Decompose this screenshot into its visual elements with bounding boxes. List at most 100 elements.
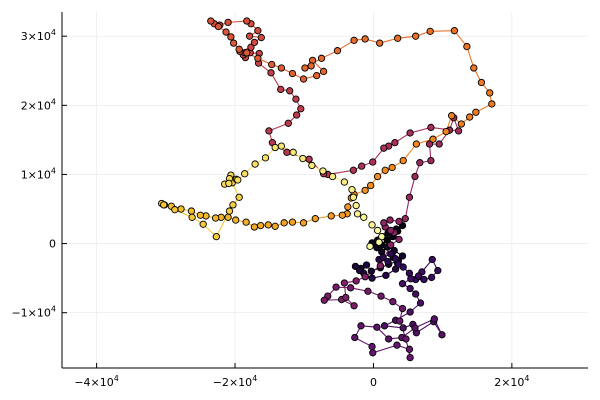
data-point [387,250,395,258]
data-point [375,238,383,246]
data-point [247,43,255,51]
data-point [385,335,393,343]
data-point [317,54,326,62]
data-point [271,143,279,152]
data-point [284,119,292,127]
data-point [243,49,251,57]
data-point [411,172,419,181]
data-point [448,112,456,120]
data-point [225,207,234,215]
data-point [277,85,285,94]
data-point [232,216,240,224]
data-point [188,213,196,221]
data-point [369,349,377,357]
data-point [235,45,243,53]
data-point [405,345,414,353]
data-point [254,54,262,62]
data-point [353,210,362,218]
data-point [380,144,388,152]
data-point [396,317,404,325]
data-point [344,203,352,211]
data-point [199,220,207,228]
data-point [211,214,220,222]
data-point [398,304,407,313]
data-point [406,353,414,362]
data-point [308,161,316,170]
data-point [267,69,275,77]
data-point [366,242,374,250]
x-tick-label-2: 0 [370,376,377,389]
data-point [349,193,358,201]
data-point [350,36,358,44]
data-point [435,140,443,148]
data-point [376,262,385,270]
data-point [429,135,437,143]
data-point [340,279,349,287]
data-point [426,27,434,36]
data-point [450,27,459,35]
data-point [265,127,273,135]
data-point [280,219,288,227]
data-point [338,211,346,219]
data-point [268,60,276,69]
data-point [434,266,442,275]
data-point [299,75,308,83]
data-point [386,216,394,224]
data-point [428,255,436,264]
data-point [305,155,313,163]
data-point [368,274,376,282]
data-point [393,341,401,349]
data-point [301,64,309,72]
x-tick-label-0: −4×104 [74,374,119,389]
data-point [320,296,328,304]
data-point [387,241,395,249]
data-point [394,34,402,42]
data-point [251,160,259,168]
data-point [361,186,369,194]
data-point [379,253,387,262]
data-point [362,261,371,269]
data-points [158,17,496,362]
data-point [277,142,286,150]
data-point [398,280,407,288]
data-point [358,162,366,170]
y-tick-label-4: 3×104 [21,28,56,43]
data-point [407,275,415,283]
data-point [235,193,243,201]
data-point [412,290,420,298]
data-point [399,263,407,271]
data-point [349,166,358,174]
data-point [257,33,265,42]
data-point [383,236,391,244]
data-point [250,223,259,231]
path-segment [466,46,475,69]
x-tick-label-3: 2×104 [494,374,529,389]
data-point [367,181,375,190]
data-point [376,39,384,47]
data-point [277,64,286,72]
data-point [286,87,294,95]
data-point [234,176,242,184]
data-point [457,120,465,128]
data-point [288,218,297,226]
data-point [196,211,205,219]
data-point [241,170,249,178]
y-tick-label-0: −1×104 [11,305,56,320]
path-segment [429,30,455,32]
x-ticks: −4×104 −2×104 0 2×104 [74,363,530,389]
data-point [352,201,360,210]
data-point [313,71,321,80]
data-point [389,297,397,306]
y-tick-label-3: 2×104 [21,97,56,112]
data-point [250,38,259,47]
data-point [361,273,369,281]
data-point [242,218,250,226]
data-point [387,226,395,235]
data-point [319,67,328,76]
data-point [427,273,436,282]
data-point [398,252,407,260]
data-point [229,201,237,209]
data-point [430,315,439,323]
data-point [187,207,196,215]
